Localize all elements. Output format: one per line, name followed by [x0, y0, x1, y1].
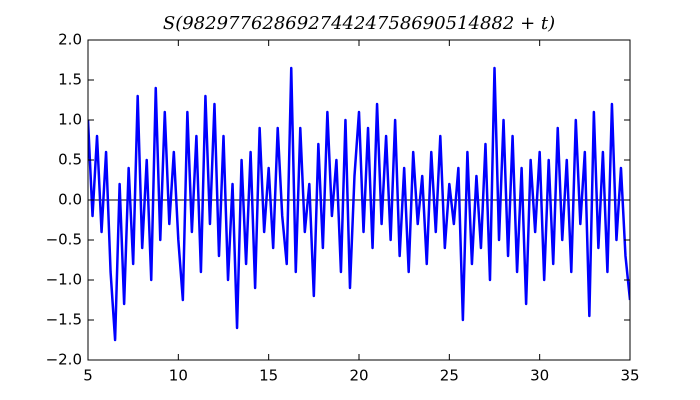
- y-tick-label: 2.0: [58, 31, 82, 49]
- x-tick-label: 10: [169, 367, 188, 385]
- y-tick-label: 0.5: [58, 151, 82, 169]
- x-tick-label: 15: [259, 367, 278, 385]
- x-tick-label: 5: [83, 367, 93, 385]
- y-tick-label: −1.0: [46, 271, 82, 289]
- x-tick-label: 25: [440, 367, 459, 385]
- y-tick-label: −2.0: [46, 351, 82, 369]
- x-tick-label: 35: [620, 367, 639, 385]
- y-tick-label: 0.0: [58, 191, 82, 209]
- chart-title: S(98297762869274424758690514882 + t): [163, 13, 555, 34]
- y-tick-label: 1.5: [58, 71, 82, 89]
- y-tick-label: 1.0: [58, 111, 82, 129]
- data-line: [88, 66, 630, 342]
- x-tick-label: 30: [530, 367, 549, 385]
- y-tick-label: −0.5: [46, 231, 82, 249]
- x-tick-label: 20: [349, 367, 368, 385]
- y-tick-label: −1.5: [46, 311, 82, 329]
